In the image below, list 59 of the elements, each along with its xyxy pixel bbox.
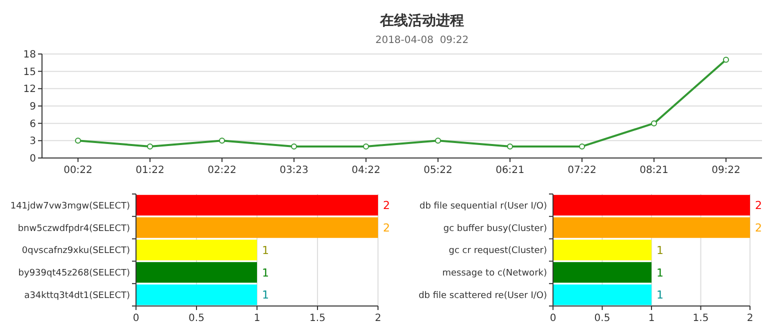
y-tick-label: 9 [30,102,36,112]
point [579,143,585,150]
y-tick-label: by939qt45z268(SELECT) [18,268,130,279]
point [363,143,369,150]
x-tick-label: 2 [374,313,382,324]
y-tick-label: 0qvscafnz9xku(SELECT) [22,246,130,256]
point [147,143,153,150]
x-tick-label: 1 [648,313,655,324]
point [651,120,657,126]
y-tick-label: message to c(Network) [442,268,547,279]
x-tick-label: 09:22 [712,165,740,176]
point [75,138,81,144]
data-label: 1 [656,244,664,257]
x-tick-label: 1 [254,313,260,324]
y-tick-label: a34kttq3t4dt1(SELECT) [24,290,130,301]
data-label: 1 [656,266,664,280]
chart-subtitle: 2018-04-08 09:22 [375,35,469,46]
point [507,143,513,150]
x-tick-label: 0 [132,313,140,324]
x-tick-label: 03:23 [280,165,308,176]
data-label: 2 [383,221,390,234]
y-tick-label: 12 [23,84,36,96]
x-tick-label: 0.5 [188,313,204,324]
x-tick-label: 1.5 [310,313,326,324]
x-tick-label: 04:22 [352,165,380,176]
data-label: 2 [755,199,762,212]
x-tick-label: 0.5 [594,313,610,324]
y-tick-label: gc buffer busy(Cluster) [443,224,547,234]
data-label: 1 [262,288,269,302]
y-tick-label: 6 [30,118,36,130]
x-tick-label: 08:21 [640,165,668,176]
y-tick-label: 3 [30,136,36,148]
x-tick-label: 2 [746,313,754,324]
x-tick-label: 06:21 [496,165,524,176]
y-tick-label: 15 [23,66,36,78]
y-tick-label: 141jdw7vw3mgw(SELECT) [10,201,130,212]
x-tick-label: 0 [550,313,556,324]
y-tick-label: 0 [30,154,36,164]
data-label: 2 [383,199,390,212]
point [723,56,729,63]
x-tick-label: 00:22 [64,165,92,176]
x-tick-label: 07:22 [568,165,596,176]
chart-title: 在线活动进程 [379,13,464,29]
data-label: 1 [656,288,664,302]
data-label: 2 [755,221,762,234]
y-tick-label: db file scattered re(User I/O) [418,290,547,301]
x-tick-label: 01:22 [136,165,164,176]
point [435,138,441,144]
x-tick-label: 05:22 [424,165,452,176]
y-tick-label: db file sequential r(User I/O) [419,201,547,212]
x-tick-label: 1.5 [692,313,709,324]
point [291,143,297,150]
data-label: 1 [262,244,269,257]
data-label: 1 [262,266,269,280]
y-tick-label: 18 [23,50,36,60]
y-tick-label: bnw5czwdfpdr4(SELECT) [18,224,130,234]
point [219,138,225,144]
y-tick-label: gc cr request(Cluster) [448,246,547,256]
x-tick-label: 02:22 [208,165,236,176]
